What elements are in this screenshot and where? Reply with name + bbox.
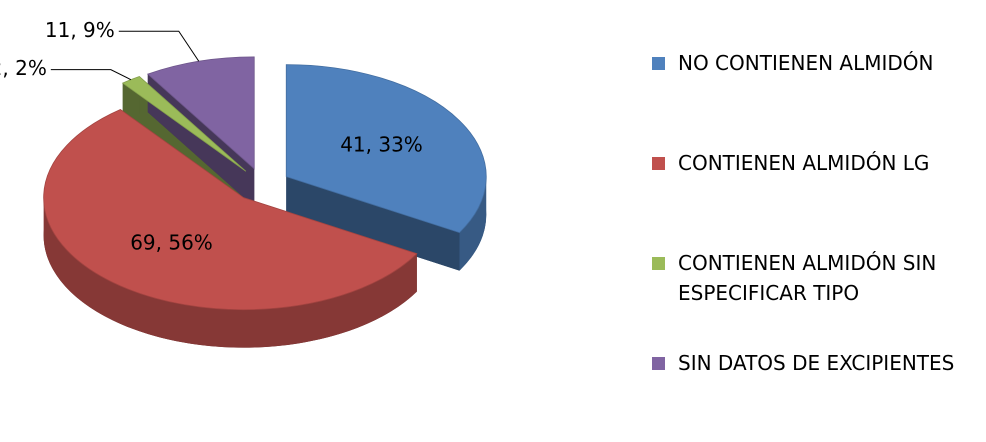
data-label: 11, 9% xyxy=(45,18,115,42)
slice-side xyxy=(286,176,460,271)
legend-label: SIN DATOS DE EXCIPIENTES xyxy=(678,351,955,375)
legend-label: NO CONTIENEN ALMIDÓN xyxy=(678,51,934,75)
pie-area: 41, 33% 69, 56% 2, 2% 11, 9% xyxy=(0,18,487,348)
legend-label: CONTIENEN ALMIDÓN LG xyxy=(678,151,930,175)
legend-item: CONTIENEN ALMIDÓN LG xyxy=(652,148,972,248)
legend-swatch xyxy=(652,257,665,270)
leader-line xyxy=(50,69,132,81)
legend: NO CONTIENEN ALMIDÓN CONTIENEN ALMIDÓN LG… xyxy=(652,48,972,442)
legend-item: SIN DATOS DE EXCIPIENTES xyxy=(652,348,972,442)
legend-item: NO CONTIENEN ALMIDÓN xyxy=(652,48,972,148)
slice-side xyxy=(459,176,487,271)
data-label: 41, 33% xyxy=(340,132,423,156)
slice xyxy=(43,109,418,311)
slice xyxy=(285,64,487,234)
data-label: 69, 56% xyxy=(130,231,213,255)
slice xyxy=(121,76,247,172)
data-label: 2, 2% xyxy=(0,56,47,80)
legend-swatch xyxy=(652,57,665,70)
slice-side xyxy=(43,197,417,348)
legend-swatch xyxy=(652,357,665,370)
legend-item: CONTIENEN ALMIDÓN SIN ESPECIFICAR TIPO xyxy=(652,248,972,348)
legend-swatch xyxy=(652,157,665,170)
leader-line xyxy=(118,30,200,62)
legend-label: CONTIENEN ALMIDÓN SIN ESPECIFICAR TIPO xyxy=(678,251,937,305)
